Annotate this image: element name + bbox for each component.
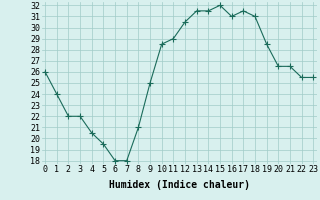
X-axis label: Humidex (Indice chaleur): Humidex (Indice chaleur) [109, 180, 250, 190]
